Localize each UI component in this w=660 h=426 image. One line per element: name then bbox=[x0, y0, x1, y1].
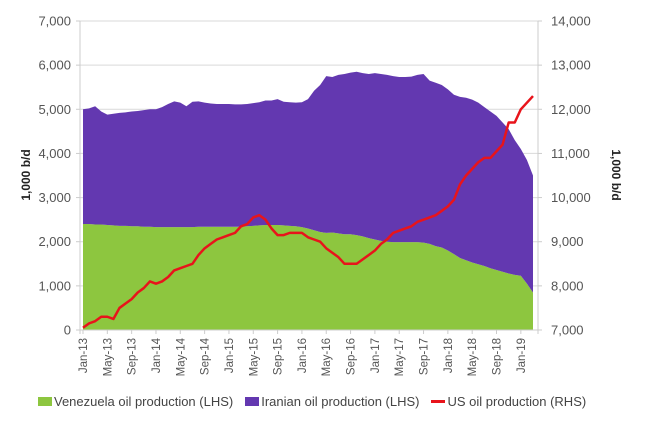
y-tick-label-left: 6,000 bbox=[38, 58, 71, 73]
y-tick-label-left: 7,000 bbox=[38, 14, 71, 29]
x-tick-label: Sep-13 bbox=[127, 338, 139, 375]
line-series-us bbox=[82, 95, 534, 329]
y-tick-label-left: 3,000 bbox=[38, 190, 71, 205]
line-series bbox=[82, 95, 534, 329]
legend-line-us bbox=[431, 400, 446, 403]
x-tick-label: Jan-19 bbox=[516, 338, 528, 373]
y-tick-label-left: 2,000 bbox=[38, 234, 71, 249]
y-tick-label-right: 8,000 bbox=[551, 278, 584, 293]
y-tick-label-left: 0 bbox=[64, 323, 71, 338]
x-tick-label: Jan-16 bbox=[297, 338, 309, 373]
x-tick-label: Jan-17 bbox=[370, 338, 382, 373]
x-tick-label: Jan-13 bbox=[78, 338, 90, 373]
legend-item-venezuela: Venezuela oil production (LHS) bbox=[38, 394, 233, 409]
y-tick-label-left: 4,000 bbox=[38, 146, 71, 161]
x-tick-label: May-17 bbox=[394, 338, 406, 376]
y-tick-label-right: 9,000 bbox=[551, 234, 584, 249]
x-tick-label: May-15 bbox=[248, 338, 260, 376]
x-tick-label: Jan-15 bbox=[224, 338, 236, 373]
y-axis-label-left: 1,000 b/d bbox=[19, 149, 33, 200]
y-tick-label-right: 13,000 bbox=[551, 58, 591, 73]
stacked-areas bbox=[83, 71, 533, 330]
y-axis-label-right: 1,000 b/d bbox=[609, 149, 623, 200]
x-tick-label: Jan-18 bbox=[443, 338, 455, 373]
legend-item-iran: Iranian oil production (LHS) bbox=[245, 394, 419, 409]
legend-item-us: US oil production (RHS) bbox=[431, 394, 586, 409]
axes: 0 7,000 1,000 8,000 2,000 9,000 3,000 10,000 4,0… bbox=[38, 14, 590, 377]
y-tick-label-right: 11,000 bbox=[551, 146, 590, 161]
x-tick-label: Sep-16 bbox=[346, 338, 358, 375]
x-tick-label: Sep-15 bbox=[273, 338, 285, 375]
y-tick-label-left: 5,000 bbox=[38, 102, 71, 117]
y-tick-label-right: 14,000 bbox=[551, 14, 591, 29]
legend-label-us: US oil production (RHS) bbox=[447, 394, 587, 409]
x-tick-label: May-13 bbox=[102, 338, 114, 376]
x-tick-label: Sep-17 bbox=[419, 338, 431, 375]
legend-label-venezuela: Venezuela oil production (LHS) bbox=[54, 394, 234, 409]
x-tick-label: May-16 bbox=[321, 338, 333, 376]
legend-swatch-iran bbox=[245, 397, 260, 406]
x-tick-label: Sep-18 bbox=[492, 338, 504, 375]
y-tick-label-right: 12,000 bbox=[551, 102, 591, 117]
y-tick-label-right: 10,000 bbox=[551, 190, 591, 205]
legend-label-iran: Iranian oil production (LHS) bbox=[261, 394, 420, 409]
legend-swatch-venezuela bbox=[38, 397, 52, 406]
area-series-0 bbox=[83, 224, 533, 330]
x-tick-label: May-18 bbox=[467, 338, 479, 376]
area-series-1 bbox=[83, 71, 533, 293]
y-tick-label-left: 1,000 bbox=[38, 278, 71, 293]
x-tick-label: May-14 bbox=[175, 337, 187, 376]
legend: Venezuela oil production (LHS) Iranian o… bbox=[38, 394, 598, 409]
y-tick-label-right: 7,000 bbox=[551, 323, 584, 338]
x-tick-label: Jan-14 bbox=[151, 337, 163, 373]
x-tick-label: Sep-14 bbox=[200, 337, 212, 375]
